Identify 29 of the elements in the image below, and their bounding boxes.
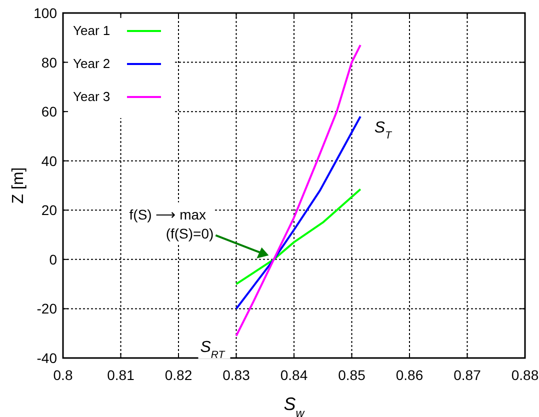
legend-label: Year 1 [73, 23, 110, 38]
annotation: S$_{RT}$ [200, 338, 226, 360]
line-series [235, 44, 362, 337]
x-tick-label: 0.87 [454, 367, 482, 383]
y-tick-label: 40 [41, 152, 58, 169]
annotation: S$_{T}$ [374, 120, 392, 141]
legend-label: Year 3 [73, 89, 110, 104]
x-tick-label: 0.82 [164, 367, 192, 383]
x-axis-title: S$_{w}$ [284, 394, 306, 417]
x-tick-label: 0.85 [338, 367, 366, 383]
x-tick-label: 0.8 [53, 367, 73, 383]
x-tick-label: 0.83 [222, 367, 250, 383]
x-tick-label: 0.81 [107, 367, 135, 383]
y-tick-label: 60 [41, 104, 58, 120]
line-series [235, 116, 362, 310]
annotation: (f(S)=0) [166, 225, 214, 242]
y-tick-label: 20 [41, 202, 58, 218]
y-axis-title: Z [m] [10, 167, 27, 204]
x-tick-label: 0.84 [280, 367, 308, 383]
y-tick-label: 0 [49, 251, 58, 268]
line-series [235, 188, 362, 286]
x-tick-label: 0.86 [396, 367, 424, 383]
legend-label: Year 2 [73, 56, 110, 71]
y-tick-label: 100 [34, 5, 58, 21]
x-tick-label: 0.88 [511, 367, 539, 383]
y-tick-label: 80 [41, 54, 58, 70]
annotation: f(S) ⟶ max [129, 206, 206, 222]
y-tick-label: -20 [36, 300, 58, 317]
y-tick-label: -40 [36, 350, 58, 366]
